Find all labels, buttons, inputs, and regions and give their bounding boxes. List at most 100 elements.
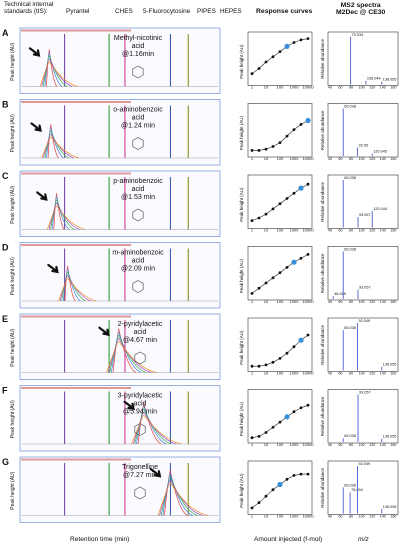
- panel-f-response-point-1: [250, 436, 254, 440]
- panel-b-response-point-6: [285, 134, 289, 138]
- panel-e-response-point-5: [278, 357, 282, 360]
- panel-c-ms2-xtick-2: 60: [339, 229, 343, 233]
- panel-b-peak-arrow: [30, 122, 42, 132]
- panel-a-response-xtick-4: 1000: [290, 85, 300, 90]
- panel-e-header-strip: [21, 315, 131, 318]
- panel-b-letter: B: [2, 100, 9, 110]
- response-curves-title: Response curves: [256, 8, 313, 15]
- panel-b-response-point-7: [292, 128, 296, 132]
- panel-d-ms2-xtick-1: 40: [328, 300, 332, 304]
- panel-f-response-point-7: [292, 410, 296, 414]
- panel-e-analyte-trace-1: [112, 328, 137, 373]
- panel-f-ms2-peak-label-2: 93.057: [359, 391, 371, 395]
- panel-e-response-frame: [247, 317, 313, 372]
- panel-a-structure-icon: [132, 65, 144, 79]
- panel-b-compound-line-3: @1.24 min: [121, 123, 155, 130]
- panel-c-letter: C: [2, 171, 9, 181]
- panel-f-ms2-xtick-5: 120: [369, 443, 375, 447]
- panel-b-response-xtick-5: 10000: [302, 156, 314, 161]
- panel-f-letter: F: [2, 386, 8, 396]
- panel-g-peak-axis-label: Peak height (AU): [10, 471, 16, 509]
- panel-d-response-point-3: [264, 281, 268, 285]
- panel-f-analyte-trace-5: [131, 414, 182, 445]
- panel-b-ms2-peak-label-2: 92.05: [358, 143, 368, 147]
- panel-d-ms2-peak-label-1: 46.065: [334, 292, 346, 296]
- panel-a-peak-arrow: [28, 47, 41, 57]
- panel-e-chromatogram-frame: [19, 313, 221, 380]
- panel-b-analyte-trace-2: [46, 127, 64, 159]
- panel-d-letter: D: [2, 243, 9, 253]
- panel-b-compound-line-1: o-aminobenzoic: [113, 107, 163, 114]
- panel-a-response-point-9: [306, 37, 310, 40]
- panel-e-response-point-4: [271, 360, 275, 364]
- panel-c-analyte-trace-2: [51, 196, 70, 230]
- panel-g-response-point-9: [306, 472, 310, 476]
- ms2-title-line1: MS2 spectra: [340, 2, 381, 9]
- panel-e-ms2-xtick-4: 100: [359, 372, 365, 376]
- panel-b-ms2-xtick-7: 160: [390, 157, 396, 161]
- panel-d-analyte-trace-2: [62, 268, 81, 302]
- panel-d-response-y-label: Peak height (AU): [239, 258, 244, 293]
- panel-e-ms2-xtick-5: 120: [369, 372, 375, 376]
- panel-c-analyte-trace-5: [47, 205, 85, 230]
- panel-e-letter: E: [2, 314, 8, 324]
- panel-b-response-point-highlight: [305, 117, 311, 124]
- panel-d-ms2-xtick-5: 120: [369, 300, 375, 304]
- panel-a-ms2-peak-label-3: 138.055: [383, 78, 397, 82]
- panel-d-compound-line-3: @2.09 min: [121, 266, 155, 273]
- panel-c-ms2-peak-label-3: 120.044: [373, 207, 387, 211]
- panel-d-response-xtick-5: 10000: [302, 299, 314, 304]
- panel-f-structure-icon: [134, 423, 146, 436]
- panel-d-peak-arrow: [47, 263, 59, 274]
- panel-e-response-xtick-1: 1: [251, 371, 254, 376]
- panel-b-response-point-4: [271, 145, 275, 148]
- panel-g-ms2-xtick-5: 120: [369, 515, 375, 519]
- panel-f-ms2-xtick-6: 140: [380, 443, 386, 447]
- panel-c-compound-line-3: @1.53 min: [121, 194, 155, 201]
- panel-a-ms2-peak-label-2: 108.044: [367, 77, 381, 81]
- panel-e-response-point-1: [250, 364, 254, 368]
- panel-b-response-point-3: [264, 147, 268, 151]
- panel-g-response-xtick-3: 100: [277, 514, 284, 519]
- panel-c-response-point-2: [257, 216, 261, 220]
- panel-g-response-y-label: Peak height (AU): [239, 473, 244, 508]
- panel-c-response-point-9: [306, 182, 310, 186]
- panel-f-response-frame: [247, 389, 313, 444]
- panel-d-response-point-2: [257, 286, 261, 290]
- panel-b-peak-axis-label: Peak height (AU): [10, 114, 16, 152]
- panel-a-ms2-frame: [327, 31, 399, 86]
- panel-e-ms2-peak-label-2: 92.049: [358, 319, 370, 323]
- panel-e-ms2-y-label: Relative abundance: [320, 324, 325, 364]
- panel-f-ms2-xtick-1: 40: [328, 443, 332, 447]
- panel-b-ms2-frame: [327, 103, 399, 158]
- panel-b-response-xtick-2: 10: [264, 156, 269, 161]
- panel-g-compound-line-1: Trigonelline: [122, 464, 158, 471]
- panel-a-response-xtick-2: 10: [264, 85, 269, 90]
- panel-g-response-xtick-5: 10000: [302, 514, 314, 519]
- panel-d-response-point-8: [299, 256, 303, 260]
- panel-e-ms2-peak-label-1: 65.038: [344, 326, 356, 330]
- panel-e-ms2-xtick-7: 160: [390, 372, 396, 376]
- panel-d-chromatogram-frame: [19, 242, 221, 309]
- panel-a-compound-line-1: Methyl-nicotinic: [114, 35, 163, 42]
- panel-e-peak-axis-label: Peak height (AU): [10, 328, 16, 366]
- panel-e-analyte-trace-3: [109, 334, 147, 373]
- panel-d-response-point-9: [306, 253, 310, 256]
- panel-c-response-point-6: [285, 197, 289, 200]
- panel-b-header-strip: [21, 101, 131, 103]
- panel-d-response-point-4: [271, 276, 275, 280]
- panel-a-analyte-trace-2: [44, 52, 63, 87]
- panel-b-ms2-xtick-1: 40: [328, 157, 332, 161]
- panel-d-header-strip: [21, 244, 131, 246]
- panel-b-ms2-xtick-4: 100: [359, 157, 365, 161]
- panel-e-response-point-6: [285, 351, 289, 355]
- panel-g-ms2-xtick-4: 100: [359, 515, 365, 519]
- panel-d-compound-line-2: acid: [132, 258, 145, 265]
- panel-a-response-point-3: [264, 60, 268, 64]
- panel-g-response-xtick-1: 1: [251, 514, 254, 519]
- panel-f-ms2-peak-label-1: 65.038: [344, 434, 356, 438]
- panel-e-structure-icon: [134, 351, 146, 365]
- panel-g-response-point-3: [264, 494, 268, 498]
- panel-b-ms2-xtick-2: 60: [339, 157, 343, 161]
- panel-d-response-xtick-4: 1000: [290, 299, 300, 304]
